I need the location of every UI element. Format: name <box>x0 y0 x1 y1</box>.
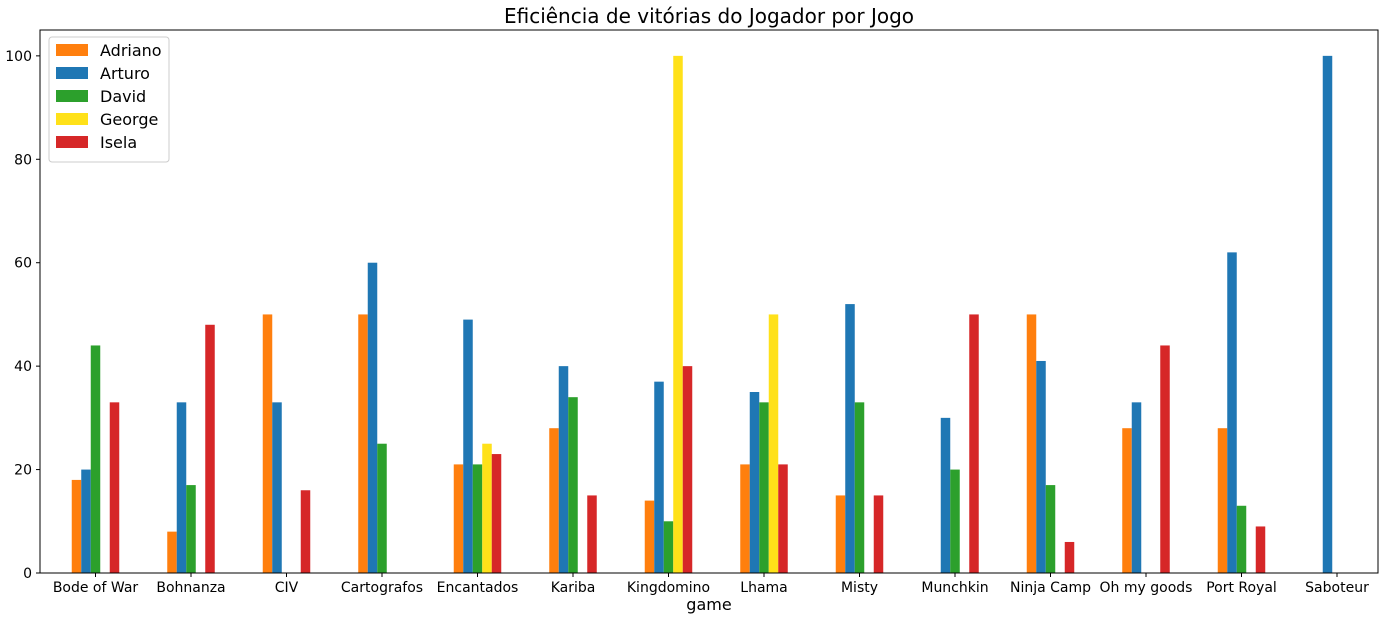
bar-arturo-13 <box>1322 55 1333 574</box>
bar-arturo-11 <box>1131 402 1142 573</box>
x-axis-label: game <box>686 595 731 614</box>
bar-david-0 <box>90 345 101 573</box>
bar-adriano-2 <box>262 314 273 573</box>
bar-isela-11 <box>1160 345 1170 573</box>
x-tick-label: Munchkin <box>921 580 988 596</box>
y-tick-label: 40 <box>14 359 32 375</box>
bar-arturo-5 <box>558 366 569 573</box>
x-tick-label: Kariba <box>551 580 596 596</box>
legend-swatch-isela <box>56 136 88 148</box>
x-tick-label: Saboteur <box>1305 580 1369 596</box>
x-axis: Bode of War Bohnanza CIV Cartografos Encanta… <box>53 573 1369 596</box>
y-tick-label: 100 <box>5 49 32 65</box>
bar-isela-6 <box>682 366 693 573</box>
legend-swatch-george <box>56 113 88 125</box>
legend-label-adriano: Adriano <box>100 41 162 60</box>
x-tick-label: Misty <box>841 580 878 596</box>
bar-arturo-10 <box>1036 360 1046 573</box>
bar-adriano-1 <box>167 531 177 573</box>
x-tick-label: Encantados <box>437 580 519 596</box>
chart-title: Eficiência de vitórias do Jogador por Jo… <box>504 4 914 28</box>
bar-george-4 <box>482 443 492 573</box>
legend-swatch-adriano <box>56 44 88 56</box>
y-axis: 0 20 40 60 80 100 <box>5 49 40 582</box>
bar-isela-8 <box>873 495 884 573</box>
y-tick-label: 60 <box>14 256 32 272</box>
bar-adriano-4 <box>453 464 464 573</box>
bar-david-10 <box>1045 485 1056 573</box>
bar-arturo-8 <box>845 304 855 573</box>
bar-isela-10 <box>1064 541 1075 573</box>
bar-david-3 <box>377 443 387 573</box>
bar-david-7 <box>759 402 769 573</box>
bar-arturo-9 <box>940 417 951 573</box>
legend: Adriano Arturo David George Isela <box>48 36 170 163</box>
legend-label-arturo: Arturo <box>100 64 150 83</box>
bar-david-4 <box>472 464 483 573</box>
x-tick-label: Bode of War <box>53 580 139 596</box>
bars-layer <box>71 55 1333 574</box>
legend-swatch-david <box>56 90 88 102</box>
bar-george-7 <box>768 314 779 573</box>
bar-isela-2 <box>300 490 311 573</box>
bar-arturo-3 <box>367 262 378 573</box>
bar-arturo-7 <box>749 392 760 573</box>
bar-isela-0 <box>109 402 120 573</box>
bar-adriano-6 <box>644 500 655 573</box>
bar-adriano-12 <box>1217 428 1228 573</box>
bar-adriano-0 <box>71 479 82 573</box>
bar-david-6 <box>663 521 674 573</box>
bar-isela-1 <box>205 324 215 573</box>
legend-swatch-arturo <box>56 67 88 79</box>
bar-george-6 <box>673 55 683 574</box>
bar-david-5 <box>568 397 578 573</box>
bar-arturo-4 <box>463 319 473 573</box>
bar-arturo-1 <box>176 402 187 573</box>
y-tick-label: 20 <box>14 463 32 479</box>
bar-isela-5 <box>587 495 597 573</box>
bar-adriano-8 <box>835 495 846 573</box>
plot-frame <box>39 29 1379 574</box>
bar-adriano-3 <box>358 314 368 573</box>
x-tick-label: Cartografos <box>341 580 423 596</box>
bar-arturo-12 <box>1227 252 1237 573</box>
bar-isela-9 <box>969 314 979 573</box>
x-tick-label: Ninja Camp <box>1010 580 1091 596</box>
x-tick-label: Oh my goods <box>1100 580 1193 596</box>
x-tick-label: Port Royal <box>1206 580 1277 596</box>
bar-isela-12 <box>1255 526 1266 573</box>
bar-david-1 <box>186 485 196 573</box>
x-tick-label: Lhama <box>740 580 787 596</box>
y-tick-label: 80 <box>14 152 32 168</box>
bar-david-8 <box>854 402 865 573</box>
x-tick-label: Kingdomino <box>627 580 710 596</box>
bar-adriano-5 <box>549 428 559 573</box>
x-tick-label: Bohnanza <box>156 580 225 596</box>
bar-david-12 <box>1236 505 1247 573</box>
bar-arturo-0 <box>81 469 91 573</box>
bar-arturo-2 <box>272 402 282 573</box>
y-tick-label: 0 <box>23 566 32 582</box>
legend-label-george: George <box>100 110 158 129</box>
bar-adriano-7 <box>740 464 750 573</box>
bar-adriano-10 <box>1026 314 1037 573</box>
bar-arturo-6 <box>654 381 664 573</box>
legend-label-david: David <box>100 87 146 106</box>
bar-david-9 <box>950 469 960 573</box>
bar-isela-4 <box>491 454 502 573</box>
bar-isela-7 <box>778 464 788 573</box>
bar-adriano-11 <box>1122 428 1132 573</box>
x-tick-label: CIV <box>275 580 299 596</box>
legend-label-isela: Isela <box>100 133 137 152</box>
